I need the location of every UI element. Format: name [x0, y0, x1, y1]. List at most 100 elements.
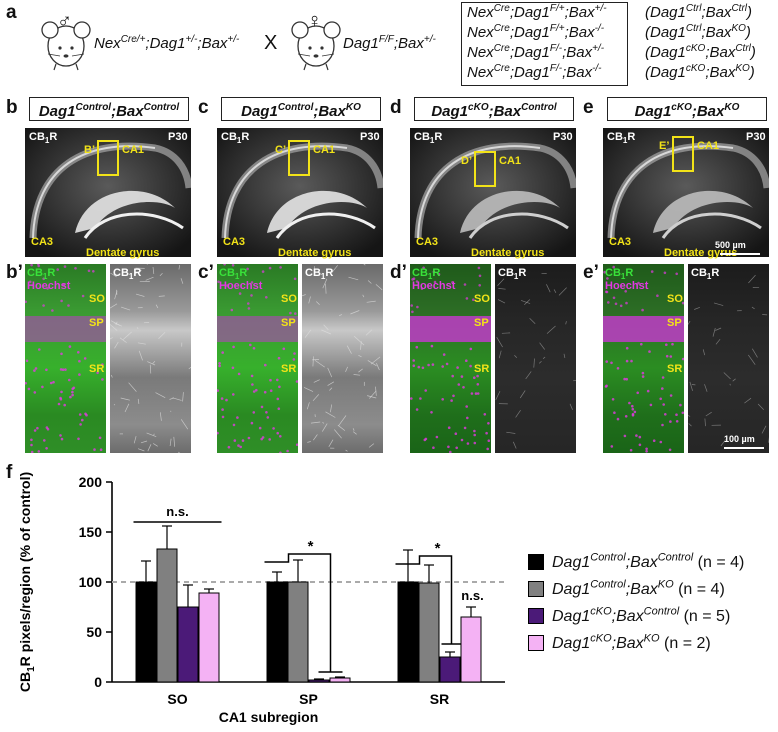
male-mouse-icon	[40, 12, 92, 72]
cb1r-gray-label: CB1R	[691, 267, 720, 282]
panel-c-label: c	[198, 97, 209, 118]
hoechst-label: Hoechst	[605, 280, 649, 292]
legend-swatch	[528, 554, 544, 571]
roi-box	[474, 151, 496, 187]
ca3-label: CA3	[609, 236, 632, 248]
offspring-genotype: NexCre;Dag1F/+;Bax+/-	[467, 3, 607, 21]
panel-d-zoom-label: d’	[390, 262, 407, 283]
roi-label: B’	[84, 144, 95, 156]
roi-label: E’	[659, 140, 670, 152]
bar	[329, 677, 351, 683]
dentate-gyrus-label: Dentate gyrus	[471, 247, 545, 259]
panel-b-cb1r-image	[110, 264, 191, 453]
ca1-label: CA1	[499, 155, 522, 167]
hoechst-label: Hoechst	[219, 280, 263, 292]
panel-e-title: Dag1cKO;BaxKO	[607, 97, 767, 121]
sp-label: SP	[89, 317, 104, 329]
panel-b-label: b	[6, 97, 18, 118]
bar	[266, 581, 288, 683]
legend-label: Dag1Control;BaxKO (n = 4)	[552, 579, 725, 599]
x-axis-label: CA1 subregion	[219, 709, 319, 725]
legend-item: Dag1Control;BaxControl (n = 4)	[528, 552, 744, 572]
panel-b-hippocampus-image	[25, 128, 191, 257]
cb1r-label: CB1R	[414, 131, 443, 146]
roi-label: D’	[461, 155, 472, 167]
cb1r-gray-label: CB1R	[113, 267, 142, 282]
roi-box	[288, 140, 310, 176]
cb1r-channel-label: CB1R	[605, 267, 634, 282]
ca3-label: CA3	[31, 236, 54, 248]
y-tick-label: 50	[86, 624, 102, 640]
so-label: SO	[89, 293, 105, 305]
cb1r-label: CB1R	[221, 131, 250, 146]
offspring-class: (Dag1cKO;BaxCtrl)	[645, 43, 756, 61]
female-mouse-icon	[290, 12, 342, 72]
y-tick-label: 200	[79, 474, 103, 490]
y-tick-label: 150	[79, 524, 103, 540]
age-label: P30	[168, 131, 188, 143]
scale-label-100: 100 µm	[724, 434, 755, 444]
sr-label: SR	[474, 363, 490, 375]
offspring-row: NexCre;Dag1F/-;Bax+/- (Dag1cKO;BaxCtrl)	[467, 43, 777, 61]
hoechst-label: Hoechst	[412, 280, 456, 292]
cb1r-gray-label: CB1R	[498, 267, 527, 282]
cb1r-gray-label: CB1R	[305, 267, 334, 282]
female-genotype: Dag1F/F;Bax+/-	[343, 34, 436, 52]
sig-bracket	[264, 553, 343, 673]
panel-e-cb1r-image	[688, 264, 769, 453]
ca3-label: CA3	[223, 236, 246, 248]
bar	[287, 581, 309, 683]
sig-annotation: n.s.	[166, 504, 188, 519]
age-label: P30	[360, 131, 380, 143]
dentate-gyrus-label: Dentate gyrus	[664, 247, 738, 259]
y-tick-label: 100	[79, 574, 103, 590]
panel-d-label: d	[390, 97, 402, 118]
panel-d-title: Dag1cKO;BaxControl	[414, 97, 574, 121]
legend-item: Dag1Control;BaxKO (n = 4)	[528, 579, 725, 599]
legend-label: Dag1cKO;BaxControl (n = 5)	[552, 606, 731, 626]
legend-label: Dag1cKO;BaxKO (n = 2)	[552, 633, 711, 653]
panel-c-hippocampus-image	[217, 128, 383, 257]
panel-b-zoom-label: b’	[6, 262, 23, 283]
offspring-genotype-box	[461, 2, 628, 86]
panel-c-zoom-label: c’	[198, 262, 214, 283]
sp-label: SP	[474, 317, 489, 329]
offspring-row: NexCre;Dag1F/+;Bax-/- (Dag1Ctrl;BaxKO)	[467, 23, 777, 41]
scale-bar-500	[720, 253, 760, 255]
bar	[397, 581, 419, 683]
bar	[460, 616, 482, 683]
offspring-row: NexCre;Dag1F/+;Bax+/- (Dag1Ctrl;BaxCtrl)	[467, 3, 777, 21]
age-label: P30	[553, 131, 573, 143]
panel-c-title: Dag1Control;BaxKO	[221, 97, 381, 121]
scale-label-500: 500 µm	[715, 240, 746, 250]
panel-e-merge-image	[603, 264, 684, 453]
panel-f-label: f	[6, 462, 13, 483]
roi-box	[672, 136, 694, 172]
bar	[439, 656, 461, 683]
panel-b-merge-image	[25, 264, 106, 453]
roi-label: C’	[275, 144, 286, 156]
legend-item: Dag1cKO;BaxKO (n = 2)	[528, 633, 711, 653]
dentate-gyrus-label: Dentate gyrus	[86, 247, 160, 259]
offspring-genotype: NexCre;Dag1F/-;Bax-/-	[467, 63, 602, 81]
so-label: SO	[474, 293, 490, 305]
cb1r-channel-label: CB1R	[219, 267, 248, 282]
sp-label: SP	[281, 317, 296, 329]
ca1-label: CA1	[313, 144, 336, 156]
cb1r-label: CB1R	[29, 131, 58, 146]
cb1r-channel-label: CB1R	[412, 267, 441, 282]
offspring-class: (Dag1Ctrl;BaxCtrl)	[645, 3, 752, 21]
y-tick-label: 0	[94, 674, 102, 690]
ca1-label: CA1	[122, 144, 145, 156]
bar	[198, 592, 220, 683]
cb1r-label: CB1R	[607, 131, 636, 146]
bar	[156, 548, 178, 683]
offspring-class: (Dag1Ctrl;BaxKO)	[645, 23, 751, 41]
male-genotype: NexCre/+;Dag1+/-;Bax+/-	[94, 34, 240, 52]
panel-c-cb1r-image	[302, 264, 383, 453]
panel-a-label: a	[6, 2, 17, 23]
panel-e-zoom-label: e’	[583, 262, 599, 283]
male-symbol-icon: ♂	[57, 10, 72, 32]
offspring-row: NexCre;Dag1F/-;Bax-/- (Dag1cKO;BaxKO)	[467, 63, 777, 81]
sr-label: SR	[89, 363, 105, 375]
